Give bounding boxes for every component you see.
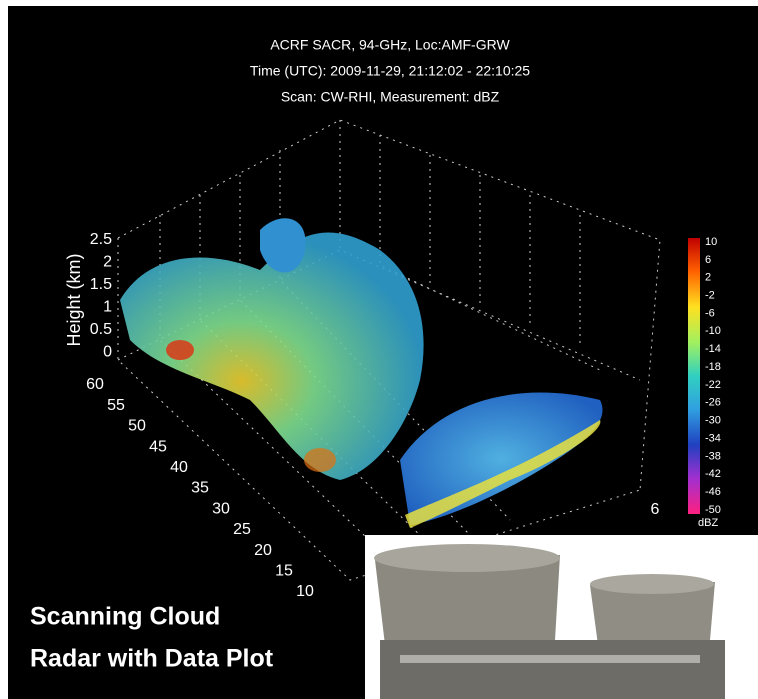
colorbar-tick-label: -30 — [705, 415, 721, 427]
y-tick-label: 15 — [275, 563, 293, 580]
colorbar-tick-label: 10 — [705, 236, 717, 248]
colorbar-tick-label: -26 — [705, 397, 721, 409]
colorbar-tick-label: -6 — [705, 307, 715, 319]
title-line: Scan: CW-RHI, Measurement: dBZ — [281, 89, 500, 105]
z-tick-label: 2 — [103, 254, 112, 271]
z-tick-label: 2.5 — [90, 231, 112, 248]
z-tick-label: 1.5 — [90, 276, 112, 293]
colorbar-tick-label: -46 — [705, 486, 721, 498]
colorbar-tick-label: -10 — [705, 325, 721, 337]
colorbar-tick-label: 2 — [705, 272, 711, 284]
y-tick-label: 60 — [86, 376, 104, 393]
colorbar-tick-label: -38 — [705, 450, 721, 462]
x-tick-label: 6 — [651, 501, 660, 518]
colorbar-tick-label: 6 — [705, 254, 711, 266]
y-tick-label: 30 — [212, 500, 230, 517]
y-tick-label: 35 — [191, 480, 209, 497]
y-tick-label: 45 — [149, 438, 167, 455]
z-axis-label: Height (km) — [64, 253, 84, 346]
colorbar-tick-label: -18 — [705, 361, 721, 373]
z-tick-label: 0 — [103, 344, 112, 361]
y-tick-label: 10 — [296, 583, 314, 600]
y-tick-label: 50 — [128, 418, 146, 435]
colorbar-tick-label: -34 — [705, 432, 721, 444]
y-tick-label: 25 — [233, 521, 251, 538]
caption-line: Scanning Cloud — [30, 603, 220, 631]
colorbar-tick-label: -2 — [705, 290, 715, 302]
colorbar-unit: dBZ — [698, 517, 718, 529]
y-tick-label: 20 — [254, 542, 272, 559]
radar-photo — [365, 535, 758, 699]
radar-cloud — [120, 218, 603, 528]
z-tick-label: 0.5 — [90, 321, 112, 338]
title-line: Time (UTC): 2009-11-29, 21:12:02 - 22:10… — [250, 63, 530, 79]
title-line: ACRF SACR, 94-GHz, Loc:AMF-GRW — [270, 37, 510, 53]
colorbar-tick-label: -50 — [705, 504, 721, 516]
z-tick-label: 1 — [103, 299, 112, 316]
y-tick-label: 40 — [170, 459, 188, 476]
grid-box — [117, 119, 661, 581]
colorbar-tick-label: -42 — [705, 468, 721, 480]
colorbar-tick-label: -14 — [705, 343, 721, 355]
caption-line: Radar with Data Plot — [30, 645, 274, 673]
colorbar — [688, 238, 700, 514]
y-tick-label: 55 — [107, 397, 125, 414]
colorbar-tick-label: -22 — [705, 379, 721, 391]
